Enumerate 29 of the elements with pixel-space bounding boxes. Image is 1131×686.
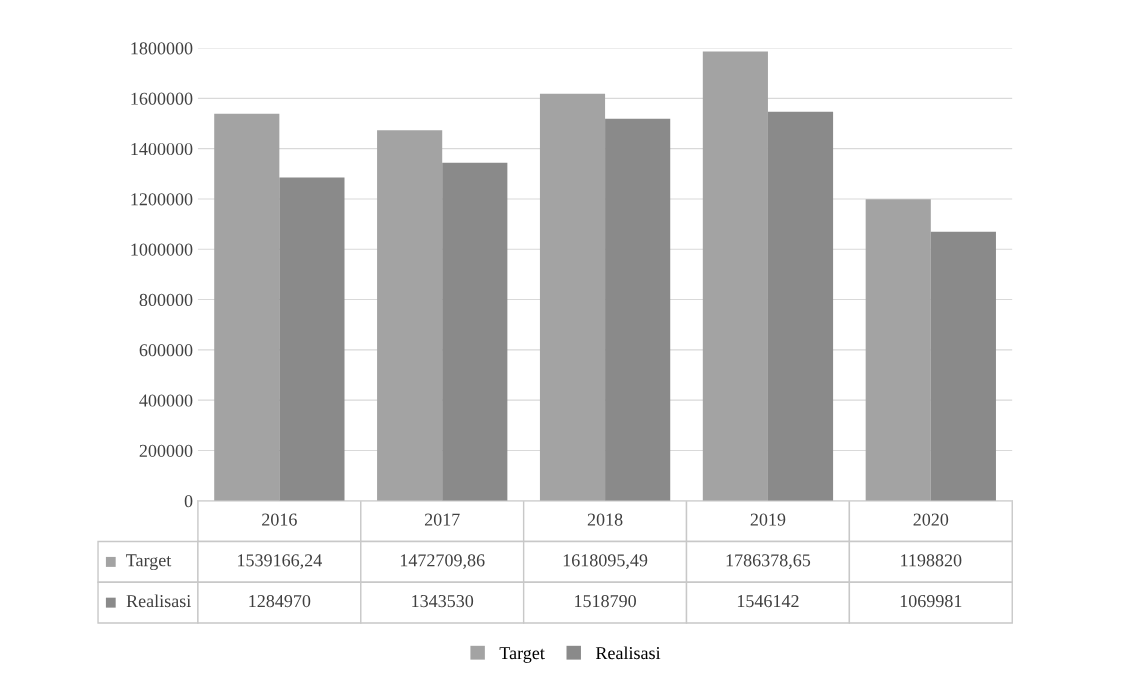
x-tick-label: 2019	[750, 513, 786, 526]
x-tick-label: 2020	[913, 513, 949, 526]
y-tick-label: 400000	[139, 394, 193, 407]
y-tick-label: 1800000	[131, 42, 193, 55]
data-label: 1198820	[901, 554, 962, 567]
y-tick-label: 1400000	[131, 142, 193, 156]
text: Realisasi	[595, 646, 661, 660]
data-label: 1069981	[900, 594, 962, 608]
y-tick-label: 600000	[139, 344, 193, 357]
legend-label: Realisasi	[126, 594, 191, 608]
data-label: 1786378,65	[726, 554, 811, 570]
data-label: 1518790	[575, 594, 636, 608]
data-label: 1546142	[737, 595, 799, 608]
data-label: 1472709,86	[400, 554, 485, 570]
x-tick-label: 2016	[262, 513, 297, 526]
data-label: 1284970	[249, 594, 311, 608]
y-tick-label: 1200000	[131, 193, 193, 206]
data-label: 1343530	[412, 594, 474, 608]
y-tick-label: 0	[184, 495, 193, 508]
data-label: 1539166,24	[238, 554, 322, 570]
y-tick-label: 200000	[139, 444, 193, 457]
y-tick-label: 1600000	[131, 92, 193, 105]
text: Target	[499, 647, 545, 663]
x-tick-label: 2018	[587, 513, 623, 526]
x-tick-label: 2017	[424, 513, 460, 526]
y-tick-label: 1000000	[131, 243, 193, 256]
data-label: 1618095,49	[563, 554, 648, 570]
legend-label: Target	[126, 554, 172, 571]
y-tick-label: 800000	[139, 293, 193, 306]
